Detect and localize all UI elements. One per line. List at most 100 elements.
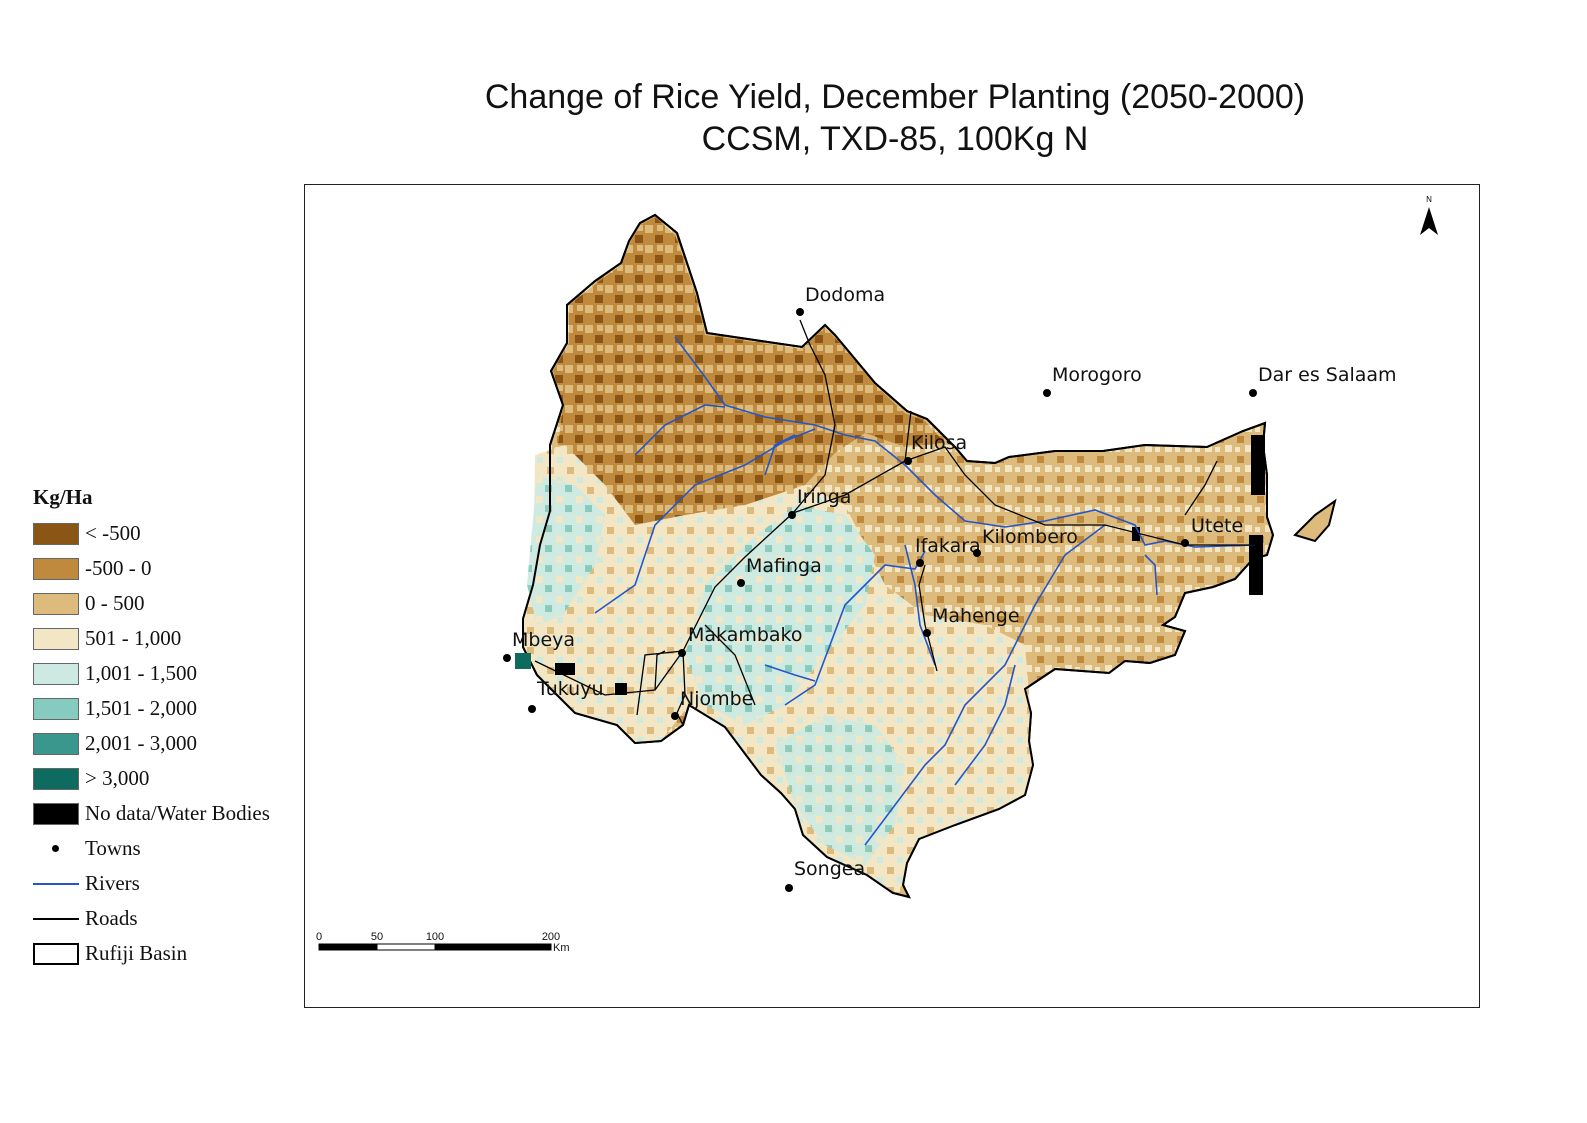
town-label-kilosa: Kilosa <box>911 432 967 454</box>
legend-item-towns: Towns <box>33 831 298 866</box>
town-label-tukuyu: Tukuyu <box>536 678 604 700</box>
town-dot-icon <box>33 838 79 860</box>
town-label-dodoma: Dodoma <box>805 284 885 306</box>
legend-item-basin: Rufiji Basin <box>33 936 298 971</box>
town-dot-kilombero <box>973 549 981 557</box>
scale-bar-tick-100: 100 <box>426 931 444 943</box>
legend-item-class-3: 0 - 500 <box>33 586 298 621</box>
legend-item-class-7: 2,001 - 3,000 <box>33 726 298 761</box>
legend-label-rivers: Rivers <box>85 871 140 895</box>
coastal-island <box>1293 498 1337 543</box>
town-dot-ifakara <box>916 559 924 567</box>
road-line-icon <box>33 908 79 930</box>
zone-high-change <box>527 475 605 625</box>
legend-item-class-8: > 3,000 <box>33 761 298 796</box>
scale-bar: 0 50 100 200 Km <box>316 931 570 954</box>
legend-label-roads: Roads <box>85 906 138 930</box>
town-dot-tukuyu <box>528 705 536 713</box>
town-dot-morogoro <box>1043 389 1051 397</box>
legend-swatch <box>33 522 79 545</box>
town-label-makambako: Makambako <box>688 624 803 646</box>
rufiji-basin-outline <box>522 213 1275 899</box>
scale-bar-tick-0: 0 <box>316 931 322 943</box>
rivers <box>594 336 1256 846</box>
map-frame: Dodoma Morogoro Dar es Salaam Kilosa Iri… <box>304 184 1480 1008</box>
legend-item-class-2: -500 - 0 <box>33 551 298 586</box>
legend-label: 0 - 500 <box>85 591 145 615</box>
north-arrow-icon <box>1420 207 1438 235</box>
water-body-tukuyu <box>615 683 627 695</box>
legend-item-class-4: 501 - 1,000 <box>33 621 298 656</box>
town-label-ifakara: Ifakara <box>915 535 981 557</box>
legend-title: Kg/Ha <box>33 485 93 509</box>
town-label-mafinga: Mafinga <box>746 555 822 577</box>
water-body-coast <box>1251 435 1265 495</box>
zone-high-change-central <box>685 505 875 725</box>
legend-item-class-6: 1,501 - 2,000 <box>33 691 298 726</box>
town-dot-mahenge <box>923 629 931 637</box>
town-label-mahenge: Mahenge <box>932 605 1020 627</box>
town-label-dar-es-salaam: Dar es Salaam <box>1258 364 1397 386</box>
scale-bar-unit: Km <box>553 942 570 954</box>
legend-label: 501 - 1,000 <box>85 626 182 650</box>
town-label-njombe: Njombe <box>680 688 753 710</box>
water-body-coast-south <box>1249 535 1263 595</box>
legend-label: 2,001 - 3,000 <box>85 731 197 755</box>
town-dot-songea <box>785 884 793 892</box>
map-canvas: Dodoma Morogoro Dar es Salaam Kilosa Iri… <box>316 195 1438 954</box>
scale-bar-seg-3 <box>434 943 552 951</box>
town-dot-dar-es-salaam <box>1249 389 1257 397</box>
scale-bar-tick-200: 200 <box>542 931 560 943</box>
town-dot-mbeya <box>503 654 511 662</box>
legend-item-class-1: < -500 <box>33 516 298 551</box>
town-dot-mafinga <box>737 579 745 587</box>
map-title-line-1: Change of Rice Yield, December Planting … <box>484 78 1306 116</box>
basin-outline-icon <box>33 942 79 965</box>
town-dot-makambako <box>678 649 686 657</box>
town-label-mbeya: Mbeya <box>512 629 575 651</box>
town-label-morogoro: Morogoro <box>1052 364 1142 386</box>
legend: Kg/Ha < -500 -500 - 0 0 - 500 501 - 1,00… <box>33 482 298 971</box>
legend-item-no-data: No data/Water Bodies <box>33 796 298 831</box>
town-label-kilombero: Kilombero <box>982 526 1078 548</box>
town-label-songea: Songea <box>794 858 865 880</box>
zone-high-change-south <box>775 715 905 865</box>
legend-label: 1,501 - 2,000 <box>85 696 197 720</box>
legend-swatch <box>33 592 79 615</box>
town-label-utete: Utete <box>1191 515 1243 537</box>
legend-swatch <box>33 557 79 580</box>
town-dot-kilosa <box>904 457 912 465</box>
legend-label: < -500 <box>85 521 141 545</box>
scale-bar-seg-1 <box>318 943 378 951</box>
legend-label: -500 - 0 <box>85 556 152 580</box>
legend-swatch <box>33 662 79 685</box>
town-dot-utete <box>1181 539 1189 547</box>
legend-label-towns: Towns <box>85 836 141 860</box>
north-arrow-label: N <box>1426 195 1432 204</box>
map-title-line-2: CCSM, TXD-85, 100Kg N <box>701 120 1089 158</box>
town-dot-dodoma <box>796 308 804 316</box>
legend-swatch <box>33 767 79 790</box>
legend-classes: < -500 -500 - 0 0 - 500 501 - 1,000 1,00… <box>33 516 298 831</box>
legend-swatch <box>33 802 79 825</box>
water-body-mbeya <box>555 663 575 675</box>
legend-label: 1,001 - 1,500 <box>85 661 197 685</box>
legend-swatch <box>33 697 79 720</box>
legend-item-roads: Roads <box>33 901 298 936</box>
legend-swatch <box>33 732 79 755</box>
scale-bar-seg-2 <box>376 943 436 951</box>
legend-item-rivers: Rivers <box>33 866 298 901</box>
river-line-icon <box>33 873 79 895</box>
north-arrow: N <box>1420 195 1438 235</box>
roads <box>534 319 1255 726</box>
legend-swatch <box>33 627 79 650</box>
map-title: Change of Rice Yield, December Planting … <box>300 76 1490 160</box>
legend-item-class-5: 1,001 - 1,500 <box>33 656 298 691</box>
legend-label: No data/Water Bodies <box>85 801 270 825</box>
high-yield-patch <box>515 653 531 669</box>
towns: Dodoma Morogoro Dar es Salaam Kilosa Iri… <box>503 284 1397 892</box>
scale-bar-tick-50: 50 <box>371 931 383 943</box>
town-dot-njombe <box>671 712 679 720</box>
legend-label-basin: Rufiji Basin <box>85 941 188 965</box>
legend-label: > 3,000 <box>85 766 150 790</box>
